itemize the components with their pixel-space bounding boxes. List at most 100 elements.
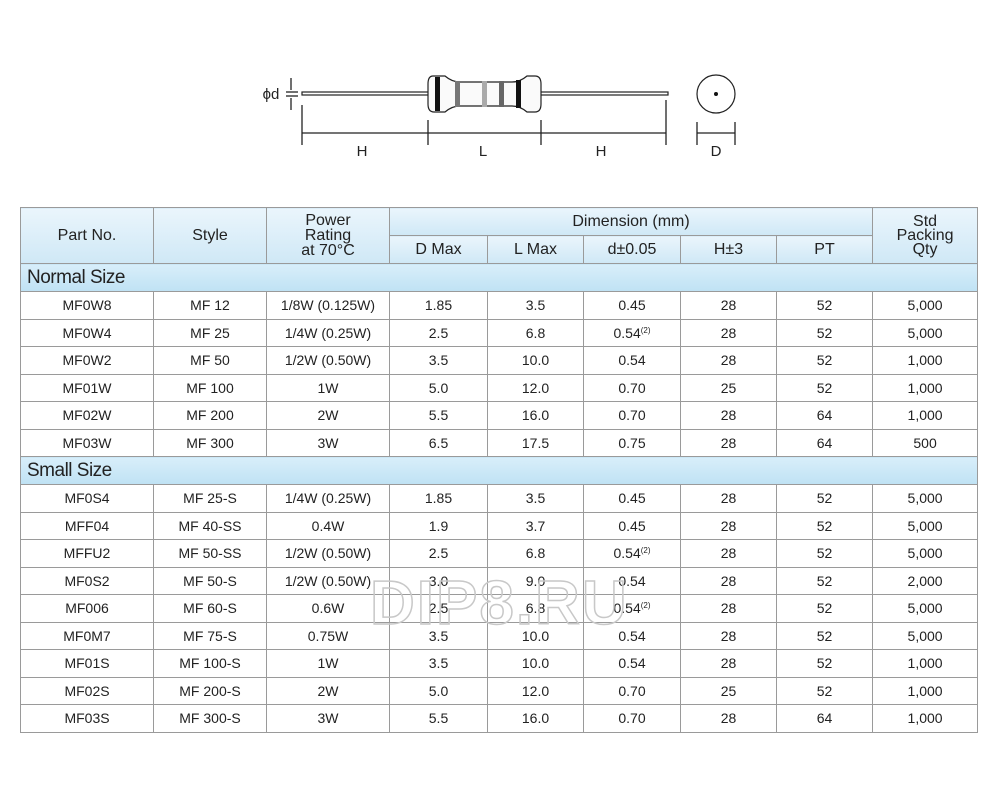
table-cell: 16.0 bbox=[487, 704, 584, 733]
table-cell: 2.5 bbox=[389, 594, 488, 623]
table-cell: MF006 bbox=[20, 594, 154, 623]
table-cell: 28 bbox=[680, 428, 777, 457]
table-cell: 64 bbox=[775, 704, 874, 733]
table-cell: MF 100 bbox=[153, 373, 267, 402]
header-style: Style bbox=[153, 207, 267, 264]
table-cell: MF 200 bbox=[153, 401, 267, 430]
table-cell: 52 bbox=[775, 621, 874, 650]
table-row: MF0W4 MF 25 1/4W (0.25W) 2.5 6.8 0.54(2) 28 52 5… bbox=[20, 318, 979, 347]
table-cell: 9.0 bbox=[487, 566, 584, 595]
table-cell: 5,000 bbox=[872, 318, 979, 347]
table-cell: 5,000 bbox=[872, 621, 979, 650]
table-cell: MF0W4 bbox=[20, 318, 154, 347]
table-cell: 0.70 bbox=[583, 704, 681, 733]
table-cell: 5,000 bbox=[872, 539, 979, 568]
table-cell: 5,000 bbox=[872, 511, 979, 540]
table-cell: 5.0 bbox=[389, 373, 488, 402]
table-cell: 52 bbox=[775, 649, 874, 678]
table-cell: 3.7 bbox=[487, 511, 584, 540]
table-cell: MF 25 bbox=[153, 318, 267, 347]
table-cell: 28 bbox=[680, 704, 777, 733]
table-cell: 52 bbox=[775, 318, 874, 347]
section-title: Small Size bbox=[19, 456, 979, 485]
table-cell: 3.5 bbox=[389, 621, 488, 650]
table-cell: 10.0 bbox=[487, 649, 584, 678]
subheader-2: d±0.05 bbox=[583, 235, 681, 264]
table-cell: MF0S2 bbox=[20, 566, 154, 595]
table-cell: 25 bbox=[680, 676, 777, 705]
table-cell: MF03W bbox=[20, 428, 154, 457]
subheader-0: D Max bbox=[389, 235, 488, 264]
table-cell: MF 75-S bbox=[153, 621, 267, 650]
footnote-ref: (2) bbox=[640, 325, 651, 335]
table-cell: 1.85 bbox=[389, 291, 488, 320]
table-cell: 5,000 bbox=[872, 484, 979, 513]
header-part-no: Part No. bbox=[20, 207, 154, 264]
table-cell: MF 200-S bbox=[153, 676, 267, 705]
table-cell: 0.54 bbox=[583, 566, 681, 595]
table-cell: MF02W bbox=[20, 401, 154, 430]
table-cell: 28 bbox=[680, 291, 777, 320]
table-row: MF0S4 MF 25-S 1/4W (0.25W) 1.85 3.5 0.45 28 52 5… bbox=[20, 484, 979, 513]
table-cell: 3.5 bbox=[389, 346, 488, 375]
table-cell: 1/2W (0.50W) bbox=[266, 539, 390, 568]
table-cell: MF0S4 bbox=[20, 484, 154, 513]
table-cell: MF0W8 bbox=[20, 291, 154, 320]
table-cell: 3W bbox=[266, 428, 390, 457]
table-cell: MF 100-S bbox=[153, 649, 267, 678]
table-cell: 52 bbox=[775, 676, 874, 705]
table-row: MF01S MF 100-S 1W 3.5 10.0 0.54 28 52 1,000 bbox=[20, 649, 979, 678]
table-cell: 28 bbox=[680, 346, 777, 375]
table-cell: MF 50-S bbox=[153, 566, 267, 595]
table-cell: MF0M7 bbox=[20, 621, 154, 650]
resistor-dimension-diagram: ϕd H L H D bbox=[263, 74, 736, 160]
table-cell: MF 12 bbox=[153, 291, 267, 320]
table-cell: 52 bbox=[775, 566, 874, 595]
subheader-3: H±3 bbox=[680, 235, 777, 264]
table-row: MF02S MF 200-S 2W 5.0 12.0 0.70 25 52 1,000 bbox=[20, 676, 979, 705]
table-cell: 3.5 bbox=[487, 291, 584, 320]
label-h-right: H bbox=[596, 143, 607, 160]
table-cell: MFF04 bbox=[20, 511, 154, 540]
table-cell: 52 bbox=[775, 291, 874, 320]
table-cell: 1/2W (0.50W) bbox=[266, 346, 390, 375]
table-cell: 28 bbox=[680, 511, 777, 540]
table-cell: 52 bbox=[775, 539, 874, 568]
table-cell: 5,000 bbox=[872, 291, 979, 320]
table-cell: 0.54(2) bbox=[583, 539, 681, 568]
table-cell: 1/4W (0.25W) bbox=[266, 318, 390, 347]
label-h-left: H bbox=[357, 143, 368, 160]
table-cell: 1,000 bbox=[872, 649, 979, 678]
table-row: MF0W8 MF 12 1/8W (0.125W) 1.85 3.5 0.45 28 52 5,… bbox=[20, 291, 979, 320]
table-row: MF006 MF 60-S 0.6W 2.5 6.8 0.54(2) 28 52 5,000 bbox=[20, 594, 979, 623]
table-row: MF01W MF 100 1W 5.0 12.0 0.70 25 52 1,000 bbox=[20, 373, 979, 402]
label-d: D bbox=[711, 143, 722, 160]
table-cell: 5.5 bbox=[389, 704, 488, 733]
table-cell: 0.54 bbox=[583, 346, 681, 375]
table-cell: 6.8 bbox=[487, 539, 584, 568]
table-cell: 28 bbox=[680, 401, 777, 430]
table-cell: 5.5 bbox=[389, 401, 488, 430]
table-cell: 10.0 bbox=[487, 621, 584, 650]
table-cell: 28 bbox=[680, 566, 777, 595]
color-bands bbox=[435, 77, 521, 111]
table-cell: MF 300-S bbox=[153, 704, 267, 733]
table-cell: 6.8 bbox=[487, 594, 584, 623]
table-cell: 16.0 bbox=[487, 401, 584, 430]
specification-table: Part No. Style Power Rating at 70°C Dimens… bbox=[19, 207, 979, 733]
table-cell: 52 bbox=[775, 511, 874, 540]
label-phi-d: ϕd bbox=[263, 86, 280, 103]
table-cell: 1/2W (0.50W) bbox=[266, 566, 390, 595]
table-cell: MF01S bbox=[20, 649, 154, 678]
table-cell: 0.70 bbox=[583, 373, 681, 402]
table-cell: 28 bbox=[680, 318, 777, 347]
table-cell: MF02S bbox=[20, 676, 154, 705]
table-row: MF0M7 MF 75-S 0.75W 3.5 10.0 0.54 28 52 5,000 bbox=[20, 621, 979, 650]
table-cell: 1/8W (0.125W) bbox=[266, 291, 390, 320]
table-cell: 2.5 bbox=[389, 318, 488, 347]
table-cell: MF 50 bbox=[153, 346, 267, 375]
table-cell: 0.4W bbox=[266, 511, 390, 540]
table-cell: 52 bbox=[775, 346, 874, 375]
table-cell: 2.5 bbox=[389, 539, 488, 568]
table-cell: 0.45 bbox=[583, 511, 681, 540]
